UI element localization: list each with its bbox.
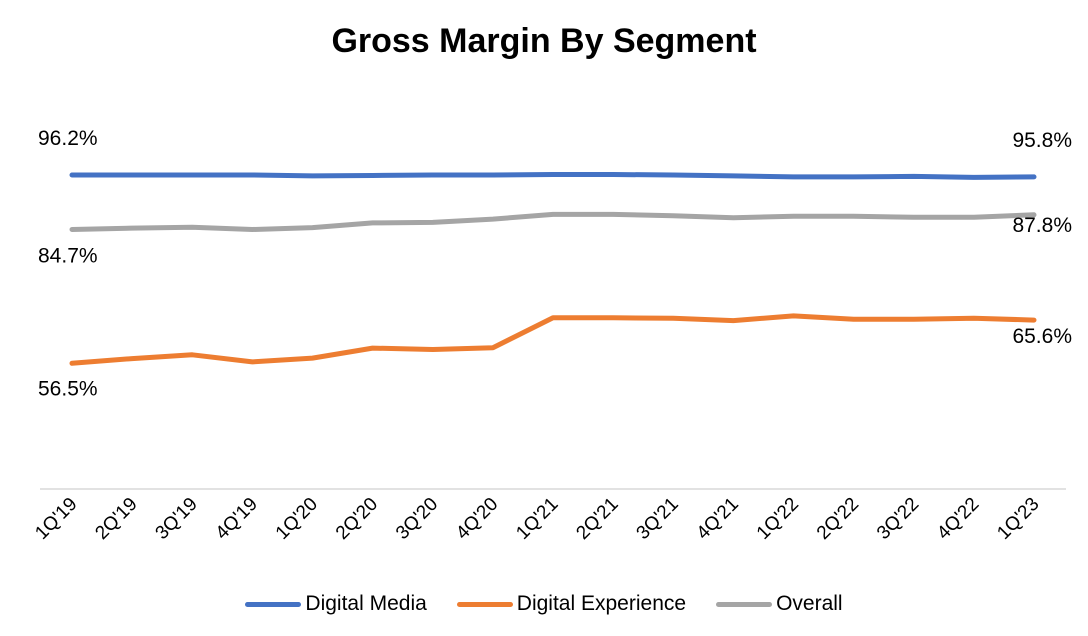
x-tick-label: 1Q'22 [753,494,803,544]
x-tick-label: 1Q'19 [31,494,81,544]
data-label-end-overall: 87.8% [1012,214,1072,237]
legend: Digital Media Digital Experience Overall [0,592,1088,616]
x-tick-label: 2Q'20 [332,494,382,544]
x-tick-label: 4Q'20 [452,494,502,544]
data-label-end-digital-experience: 65.6% [1012,325,1072,348]
legend-swatch-digital-media [245,601,302,607]
legend-swatch-overall [716,601,773,607]
x-tick-label: 3Q'19 [152,494,202,544]
chart-title: Gross Margin By Segment [331,22,757,60]
x-tick-label: 3Q'21 [633,494,683,544]
x-tick-label: 2Q'21 [572,494,622,544]
legend-item-digital-media: Digital Media [245,592,427,616]
legend-swatch-digital-experience [456,601,513,607]
legend-label-overall: Overall [776,592,843,615]
x-tick-label: 1Q'23 [993,494,1043,544]
series-line-digital-media [69,172,1037,180]
x-tick-label: 4Q'22 [933,494,983,544]
series-line-overall [69,211,1037,232]
legend-item-digital-experience: Digital Experience [456,592,687,616]
data-label-end-digital-media: 95.8% [1012,129,1072,152]
x-tick-label: 1Q'21 [512,494,562,544]
x-tick-label: 3Q'20 [392,494,442,544]
x-tick-label: 2Q'22 [813,494,863,544]
x-tick-label: 4Q'21 [693,494,743,544]
x-tick-label: 3Q'22 [873,494,923,544]
legend-item-overall: Overall [716,592,843,616]
legend-label-digital-media: Digital Media [305,592,427,615]
x-tick-label: 2Q'19 [91,494,141,544]
x-tick-label: 1Q'20 [272,494,322,544]
series-line-digital-experience [69,313,1037,366]
x-tick-label: 4Q'19 [212,494,262,544]
data-label-start-overall: 84.7% [38,245,98,268]
legend-label-digital-experience: Digital Experience [516,592,687,615]
data-label-start-digital-experience: 56.5% [38,377,98,400]
data-label-start-digital-media: 96.2% [38,127,98,150]
